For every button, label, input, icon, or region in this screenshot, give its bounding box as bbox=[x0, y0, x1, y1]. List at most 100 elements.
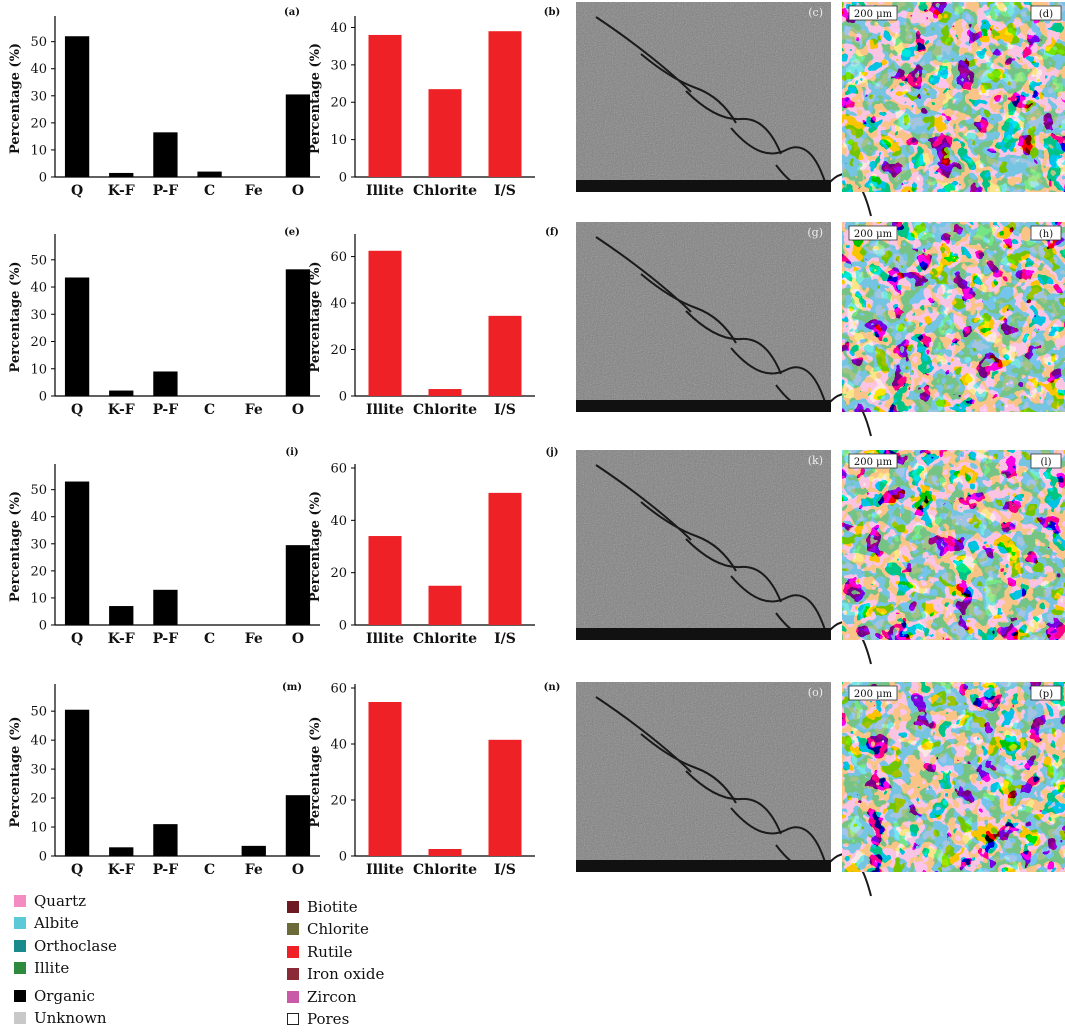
y-tick-label: 40 bbox=[330, 21, 347, 36]
sem-image: (g) bbox=[576, 222, 872, 437]
sem-info-bar bbox=[576, 400, 831, 412]
panel-label-map: (h) bbox=[1039, 229, 1053, 240]
sem-crack bbox=[730, 807, 827, 866]
scale-bar-box bbox=[848, 225, 898, 241]
sem-crack bbox=[730, 575, 827, 634]
legend-label: Quartz bbox=[34, 892, 87, 910]
bar-k-f bbox=[109, 606, 134, 625]
panel-label-j: (j) bbox=[545, 447, 558, 458]
x-tick-label: K-F bbox=[108, 183, 135, 199]
legend-swatch bbox=[14, 990, 26, 1002]
bar-q bbox=[64, 277, 90, 396]
y-tick-label: 60 bbox=[330, 250, 347, 265]
y-tick-label: 20 bbox=[330, 96, 347, 111]
bar-chlorite bbox=[428, 89, 462, 177]
x-tick-label: O bbox=[292, 862, 304, 878]
y-tick-label: 30 bbox=[30, 89, 47, 104]
bar-illite bbox=[368, 250, 402, 396]
x-tick-label: I/S bbox=[494, 183, 516, 199]
legend-label: Albite bbox=[34, 914, 79, 932]
x-tick-label: O bbox=[292, 631, 304, 647]
y-tick-label: 20 bbox=[30, 792, 47, 807]
x-tick-label: Fe bbox=[245, 183, 263, 199]
y-tick-label: 50 bbox=[30, 253, 47, 268]
panel-label-n: (n) bbox=[544, 682, 561, 693]
bar-chart-f: 0 20 40 60 Percentage (%) Illite Chlorite I/S bbox=[308, 234, 535, 418]
bar-c bbox=[197, 171, 222, 177]
x-tick-label: Chlorite bbox=[413, 862, 477, 878]
bar-p-f bbox=[153, 371, 178, 396]
panel-label-map: (d) bbox=[1039, 9, 1053, 20]
x-tick-label: Chlorite bbox=[413, 631, 477, 647]
legend-label: Orthoclase bbox=[34, 937, 117, 955]
panel-label-sem: (c) bbox=[808, 6, 823, 19]
scale-bar-box bbox=[848, 5, 898, 21]
y-tick-label: 30 bbox=[30, 308, 47, 323]
sem-crack bbox=[640, 273, 737, 344]
map-label-box bbox=[1030, 685, 1062, 701]
x-tick-label: C bbox=[204, 183, 215, 199]
y-tick-label: 10 bbox=[30, 821, 47, 836]
legend-item-biotite: Biotite bbox=[287, 898, 358, 916]
y-axis-label: Percentage (%) bbox=[8, 261, 23, 372]
x-tick-label: Fe bbox=[245, 631, 263, 647]
map-label-box bbox=[1030, 453, 1062, 469]
sem-image: (o) bbox=[576, 682, 872, 897]
legend-swatch bbox=[14, 940, 26, 952]
sem-info-bar bbox=[576, 628, 831, 640]
sem-crack bbox=[640, 733, 737, 804]
bar-i-s bbox=[488, 315, 522, 396]
map-label-box bbox=[1030, 5, 1062, 21]
mineral-map: 200 μm (l) bbox=[842, 450, 1065, 640]
x-tick-label: Q bbox=[71, 402, 83, 418]
y-tick-label: 0 bbox=[339, 390, 347, 405]
legend-label: Illite bbox=[34, 959, 70, 977]
x-tick-label: Fe bbox=[245, 862, 263, 878]
map-texture bbox=[842, 682, 1065, 872]
legend-item-pores: Pores bbox=[287, 1010, 349, 1028]
scale-bar-label: 200 μm bbox=[854, 689, 893, 700]
x-tick-label: Q bbox=[71, 862, 83, 878]
mineral-map: 200 μm (h) bbox=[842, 222, 1065, 412]
y-axis-label: Percentage (%) bbox=[8, 491, 23, 602]
sem-crack bbox=[685, 310, 782, 375]
y-tick-label: 20 bbox=[30, 564, 47, 579]
y-tick-label: 0 bbox=[39, 171, 47, 186]
bar-i-s bbox=[488, 31, 522, 178]
legend-item-quartz: Quartz bbox=[14, 892, 86, 910]
mineral-map: 200 μm (p) bbox=[842, 682, 1065, 872]
sem-crack bbox=[640, 53, 737, 124]
y-tick-label: 30 bbox=[30, 763, 47, 778]
y-tick-label: 0 bbox=[39, 619, 47, 634]
panel-label-a: (a) bbox=[284, 7, 300, 18]
x-tick-label: P-F bbox=[153, 183, 179, 199]
panel-label-i: (i) bbox=[285, 447, 298, 458]
x-tick-label: P-F bbox=[153, 631, 179, 647]
legend-item-illite: Illite bbox=[14, 959, 69, 977]
bar-i-s bbox=[488, 739, 522, 856]
bar-p-f bbox=[153, 824, 178, 856]
panel-label-e: (e) bbox=[284, 227, 300, 238]
x-tick-label: P-F bbox=[153, 862, 179, 878]
y-axis-label: Percentage (%) bbox=[308, 43, 323, 154]
x-tick-label: C bbox=[204, 631, 215, 647]
bar-o bbox=[285, 269, 311, 396]
y-tick-label: 0 bbox=[339, 171, 347, 186]
y-tick-label: 40 bbox=[30, 734, 47, 749]
y-tick-label: 40 bbox=[30, 281, 47, 296]
y-tick-label: 10 bbox=[30, 591, 47, 606]
legend-swatch bbox=[14, 1012, 26, 1024]
map-texture bbox=[842, 222, 1065, 412]
bar-chlorite bbox=[428, 585, 462, 625]
x-tick-label: C bbox=[204, 402, 215, 418]
sem-crack bbox=[685, 770, 782, 835]
legend-label: Rutile bbox=[307, 943, 353, 961]
legend-item-orthoclase: Orthoclase bbox=[14, 937, 117, 955]
sem-crack bbox=[640, 501, 737, 572]
x-tick-label: Chlorite bbox=[413, 183, 477, 199]
legend-swatch bbox=[287, 991, 299, 1003]
y-axis-label: Percentage (%) bbox=[308, 716, 323, 827]
legend-label: Biotite bbox=[307, 898, 358, 916]
legend-item-zircon: Zircon bbox=[287, 988, 356, 1006]
sem-image: (c) bbox=[576, 2, 872, 217]
